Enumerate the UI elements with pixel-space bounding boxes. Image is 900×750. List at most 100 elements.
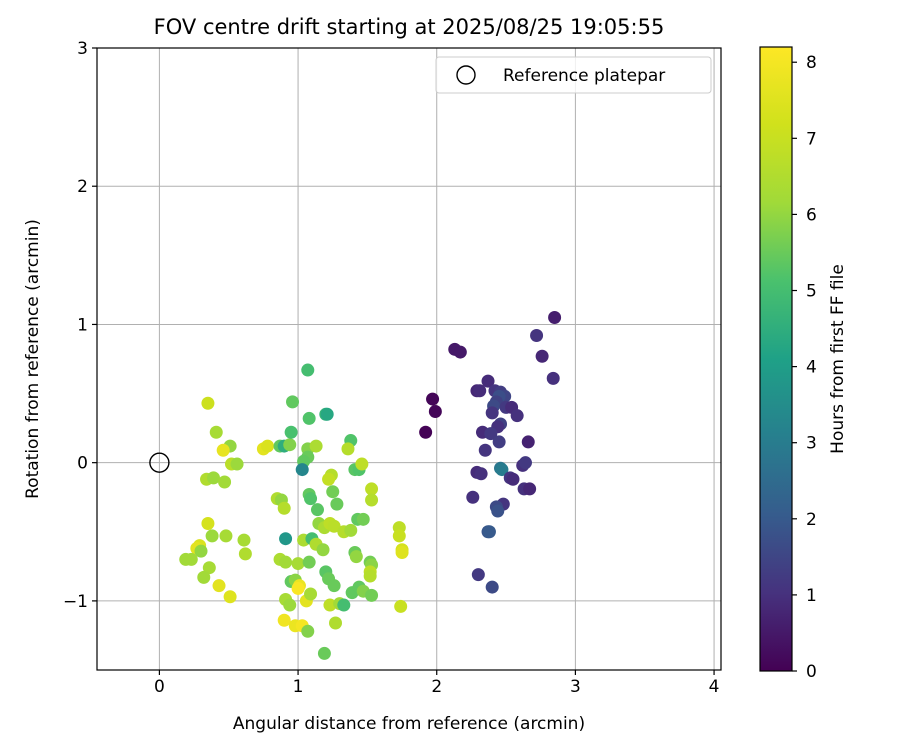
data-point — [212, 579, 226, 593]
colorbar-tick-label: 8 — [806, 53, 817, 73]
plot-frame — [96, 47, 722, 671]
data-point — [277, 613, 291, 627]
data-point — [485, 406, 499, 420]
data-point — [481, 374, 495, 388]
data-point — [216, 443, 230, 457]
data-point — [365, 493, 379, 507]
data-point — [546, 371, 560, 385]
legend: Reference platepar — [435, 56, 712, 94]
data-point — [337, 598, 351, 612]
data-point — [291, 581, 305, 595]
data-point — [301, 363, 315, 377]
colorbar-tick-label: 6 — [806, 205, 817, 225]
data-point — [219, 529, 233, 543]
reference-marker — [149, 452, 170, 473]
data-point — [279, 532, 293, 546]
data-point — [286, 395, 300, 409]
data-point — [495, 463, 509, 477]
data-point — [197, 570, 211, 584]
colorbar-tick-label: 4 — [806, 358, 817, 378]
reference-platepar-marker — [149, 452, 170, 473]
data-point — [329, 616, 343, 630]
data-point — [205, 529, 219, 543]
data-point — [316, 543, 330, 557]
data-point — [491, 504, 505, 518]
data-point — [530, 329, 544, 343]
data-point — [291, 557, 305, 571]
x-tick-label: 1 — [293, 677, 304, 697]
data-point — [184, 552, 198, 566]
data-point — [230, 457, 244, 471]
data-point — [304, 492, 318, 506]
y-axis-label: Rotation from reference (arcmin) — [23, 219, 43, 499]
data-point — [206, 471, 220, 485]
data-point — [506, 472, 520, 486]
data-point — [484, 427, 498, 441]
colorbar-gradient — [759, 46, 793, 672]
colorbar-tick-label: 3 — [806, 434, 817, 454]
data-point — [310, 503, 324, 517]
y-tick-label: 0 — [77, 454, 88, 474]
data-point — [474, 467, 488, 481]
data-point — [261, 439, 275, 453]
y-tick-label: 2 — [77, 177, 88, 197]
data-point — [548, 311, 562, 325]
legend-marker-icon — [456, 65, 476, 85]
data-point — [356, 512, 370, 526]
colorbar: 0 1 2 3 4 5 6 7 8 Hours from first FF file — [759, 46, 848, 682]
data-point — [302, 555, 316, 569]
data-point — [344, 523, 358, 537]
plot-area — [97, 48, 721, 670]
data-point — [535, 349, 549, 363]
y-axis-ticks: −1 0 1 2 3 — [63, 39, 97, 612]
colorbar-label: Hours from first FF file — [828, 264, 848, 454]
data-point — [238, 547, 252, 561]
data-point — [365, 588, 379, 602]
y-tick-label: 3 — [77, 39, 88, 59]
data-point — [320, 407, 334, 421]
data-point — [194, 544, 208, 558]
data-point — [304, 587, 318, 601]
x-tick-label: 3 — [570, 677, 581, 697]
data-point — [363, 569, 377, 583]
data-point — [202, 561, 216, 575]
data-point — [295, 463, 309, 477]
data-point — [365, 482, 379, 496]
data-point — [419, 425, 433, 439]
data-point — [395, 546, 409, 560]
x-tick-label: 4 — [709, 677, 720, 697]
colorbar-ticks: 0 1 2 3 4 5 6 7 8 — [792, 53, 817, 682]
data-point — [518, 456, 532, 470]
data-point — [485, 580, 499, 594]
data-point — [428, 405, 442, 419]
data-point — [327, 579, 341, 593]
data-point — [473, 384, 487, 398]
data-point — [323, 598, 337, 612]
data-point — [309, 439, 323, 453]
colorbar-tick-label: 1 — [806, 586, 817, 606]
colorbar-tick-label: 5 — [806, 282, 817, 302]
data-point — [349, 550, 363, 564]
data-point — [209, 425, 223, 439]
data-point — [279, 555, 293, 569]
data-point — [327, 519, 341, 533]
data-point — [284, 425, 298, 439]
data-point — [471, 568, 485, 582]
data-point — [482, 525, 496, 539]
data-point — [223, 590, 237, 604]
data-point — [218, 475, 232, 489]
colorbar-tick-label: 0 — [806, 662, 817, 682]
colorbar-tick-label: 7 — [806, 129, 817, 149]
data-point — [201, 396, 215, 410]
data-point — [394, 599, 408, 613]
x-tick-label: 2 — [431, 677, 442, 697]
data-point — [478, 443, 492, 457]
chart-title: FOV centre drift starting at 2025/08/25 … — [154, 15, 665, 39]
y-tick-label: −1 — [63, 592, 88, 612]
data-point — [453, 345, 467, 359]
colorbar-tick-label: 2 — [806, 510, 817, 530]
data-point — [330, 497, 344, 511]
data-point — [521, 435, 535, 449]
data-point — [322, 472, 336, 486]
data-point — [302, 411, 316, 425]
